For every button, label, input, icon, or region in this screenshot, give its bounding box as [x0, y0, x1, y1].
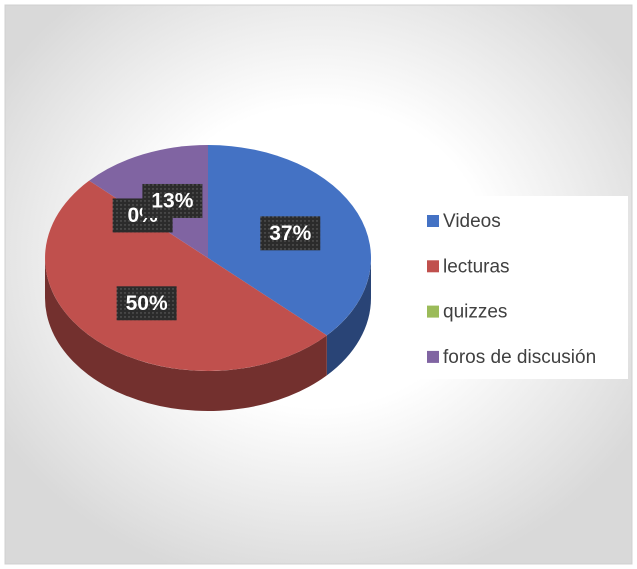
slice-side	[45, 258, 327, 411]
data-label: 50%	[126, 292, 168, 315]
slice-side	[326, 258, 371, 376]
data-label-box	[142, 183, 203, 218]
legend-label: quizzes	[443, 302, 507, 323]
legend-swatch	[427, 305, 439, 318]
data-label: 13%	[151, 190, 193, 213]
pie	[45, 145, 372, 411]
legend-swatch	[427, 260, 439, 273]
data-label-box	[260, 216, 321, 251]
data-label-box	[116, 286, 177, 321]
legend-swatch	[427, 350, 439, 363]
legend-label: lecturas	[443, 256, 510, 277]
data-label: 37%	[269, 222, 311, 245]
data-labels: 37%50%0%13%	[112, 183, 321, 321]
legend-box	[412, 196, 628, 379]
legend-label: foros de discusión	[443, 347, 596, 368]
legend: Videos lecturas quizzes foros de discusión	[427, 211, 596, 368]
legend-label: Videos	[443, 211, 501, 232]
legend-swatch	[427, 215, 439, 227]
